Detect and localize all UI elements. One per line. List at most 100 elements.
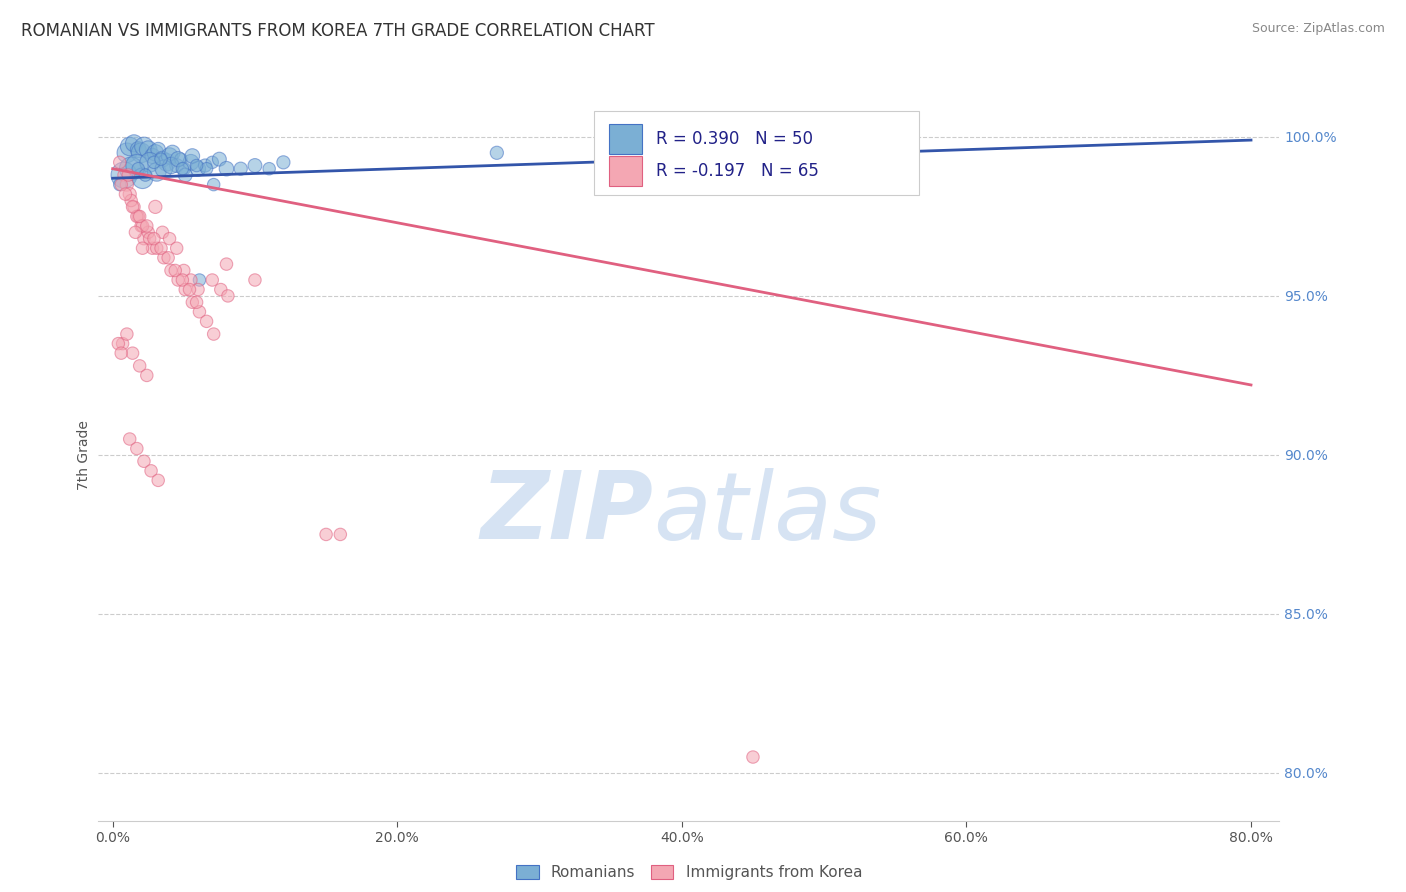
- Point: [120, 161, 142, 176]
- Point: [131, 171, 153, 186]
- Text: ROMANIAN VS IMMIGRANTS FROM KOREA 7TH GRADE CORRELATION CHART: ROMANIAN VS IMMIGRANTS FROM KOREA 7TH GR…: [21, 22, 655, 40]
- Point: [142, 232, 165, 246]
- Point: [329, 527, 352, 541]
- Point: [110, 346, 132, 360]
- Point: [117, 168, 139, 182]
- Point: [128, 359, 150, 373]
- Point: [121, 346, 143, 360]
- Point: [136, 143, 159, 157]
- Point: [125, 159, 148, 173]
- Point: [135, 368, 157, 383]
- Point: [180, 155, 202, 169]
- Point: [107, 336, 129, 351]
- Point: [485, 145, 508, 160]
- Point: [115, 145, 138, 160]
- Point: [129, 219, 152, 233]
- Point: [127, 143, 149, 157]
- Point: [180, 273, 202, 287]
- Point: [111, 336, 134, 351]
- Point: [112, 168, 135, 182]
- Point: [152, 152, 174, 166]
- Point: [257, 161, 280, 176]
- Point: [148, 143, 170, 157]
- Point: [128, 210, 150, 224]
- Point: [136, 225, 159, 239]
- Point: [187, 283, 209, 297]
- Point: [215, 161, 238, 176]
- Point: [181, 149, 204, 163]
- Point: [118, 432, 141, 446]
- Point: [167, 152, 190, 166]
- FancyBboxPatch shape: [595, 112, 920, 195]
- Point: [172, 161, 194, 176]
- Point: [243, 273, 266, 287]
- Point: [152, 225, 174, 239]
- Point: [172, 273, 194, 287]
- Bar: [609, 124, 641, 153]
- Text: R = 0.390   N = 50: R = 0.390 N = 50: [655, 130, 813, 148]
- Point: [217, 289, 239, 303]
- Point: [243, 159, 266, 173]
- Point: [118, 187, 141, 202]
- Point: [742, 750, 765, 764]
- Point: [141, 241, 163, 255]
- Point: [208, 152, 231, 166]
- Point: [150, 152, 173, 166]
- Point: [229, 161, 252, 176]
- Point: [127, 161, 149, 176]
- Point: [165, 263, 187, 277]
- Point: [131, 241, 153, 255]
- Point: [129, 145, 152, 160]
- Point: [108, 178, 131, 192]
- Point: [166, 159, 188, 173]
- Point: [132, 454, 155, 468]
- Point: [201, 155, 224, 169]
- Point: [157, 251, 180, 265]
- Point: [156, 155, 179, 169]
- Point: [115, 178, 138, 192]
- Point: [132, 139, 155, 153]
- Point: [159, 149, 181, 163]
- Point: [159, 232, 181, 246]
- Point: [186, 295, 208, 310]
- Point: [273, 155, 295, 169]
- Point: [120, 194, 142, 208]
- Point: [124, 225, 146, 239]
- Point: [110, 178, 132, 192]
- Point: [145, 241, 167, 255]
- Point: [148, 474, 170, 488]
- Point: [143, 200, 166, 214]
- Point: [134, 168, 156, 182]
- Point: [188, 273, 211, 287]
- Point: [202, 327, 225, 342]
- Point: [145, 165, 167, 179]
- Point: [114, 187, 136, 202]
- Point: [599, 145, 621, 160]
- Point: [160, 263, 183, 277]
- Point: [173, 161, 195, 176]
- Text: R = -0.197   N = 65: R = -0.197 N = 65: [655, 162, 818, 180]
- Point: [195, 314, 218, 328]
- Point: [135, 219, 157, 233]
- Point: [142, 155, 165, 169]
- Point: [153, 161, 176, 176]
- Point: [166, 241, 188, 255]
- Point: [112, 168, 135, 182]
- Point: [121, 200, 143, 214]
- Point: [125, 210, 148, 224]
- Point: [132, 232, 155, 246]
- Point: [143, 145, 166, 160]
- Point: [202, 178, 225, 192]
- Point: [170, 152, 193, 166]
- Text: Source: ZipAtlas.com: Source: ZipAtlas.com: [1251, 22, 1385, 36]
- Point: [141, 149, 163, 163]
- Point: [173, 263, 195, 277]
- Point: [162, 145, 184, 160]
- Point: [139, 464, 162, 478]
- Point: [315, 527, 337, 541]
- Legend: Romanians, Immigrants from Korea: Romanians, Immigrants from Korea: [509, 859, 869, 886]
- Point: [194, 159, 217, 173]
- Point: [122, 136, 145, 151]
- Point: [187, 161, 209, 176]
- Point: [138, 155, 160, 169]
